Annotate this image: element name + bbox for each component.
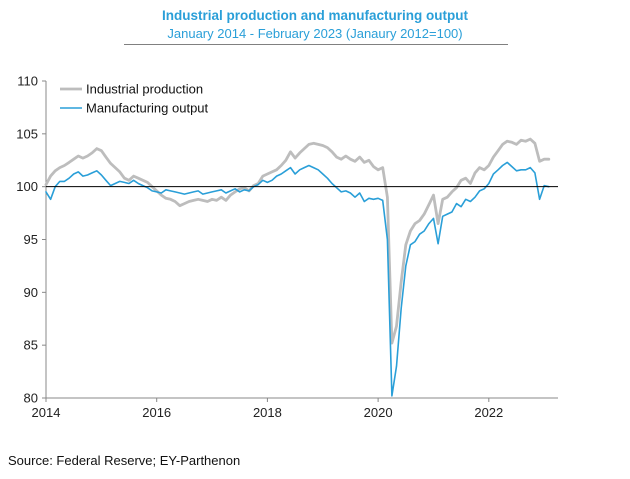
series-line-industrial-production bbox=[44, 137, 551, 345]
y-tick-label: 85 bbox=[24, 338, 38, 353]
legend: Industrial production Manufacturing outpu… bbox=[60, 82, 209, 116]
legend-label: Industrial production bbox=[86, 82, 203, 97]
series-line-manufacturing-output bbox=[45, 161, 550, 397]
title-underline bbox=[124, 44, 508, 45]
y-tick-label: 105 bbox=[16, 126, 38, 141]
x-tick-label: 2014 bbox=[32, 405, 61, 420]
x-tick-label: 2018 bbox=[253, 405, 282, 420]
y-tick-label: 95 bbox=[24, 232, 38, 247]
chart-subtitle: January 2014 - February 2023 (Janaury 20… bbox=[167, 26, 463, 41]
axes: 80 85 90 95 100 105 110 2014 2016 2018 2020 2022 bbox=[16, 74, 558, 420]
x-tick-label: 2022 bbox=[474, 405, 503, 420]
y-tick-label: 80 bbox=[24, 391, 38, 406]
x-tick-label: 2020 bbox=[364, 405, 393, 420]
y-tick-label: 90 bbox=[24, 285, 38, 300]
source-note: Source: Federal Reserve; EY-Parthenon bbox=[8, 453, 241, 468]
y-tick-label: 110 bbox=[17, 74, 38, 89]
chart-title: Industrial production and manufacturing … bbox=[162, 8, 468, 23]
legend-label: Manufacturing output bbox=[86, 101, 209, 116]
x-tick-label: 2016 bbox=[142, 405, 171, 420]
series-layer bbox=[44, 137, 558, 397]
y-tick-label: 100 bbox=[16, 179, 38, 194]
